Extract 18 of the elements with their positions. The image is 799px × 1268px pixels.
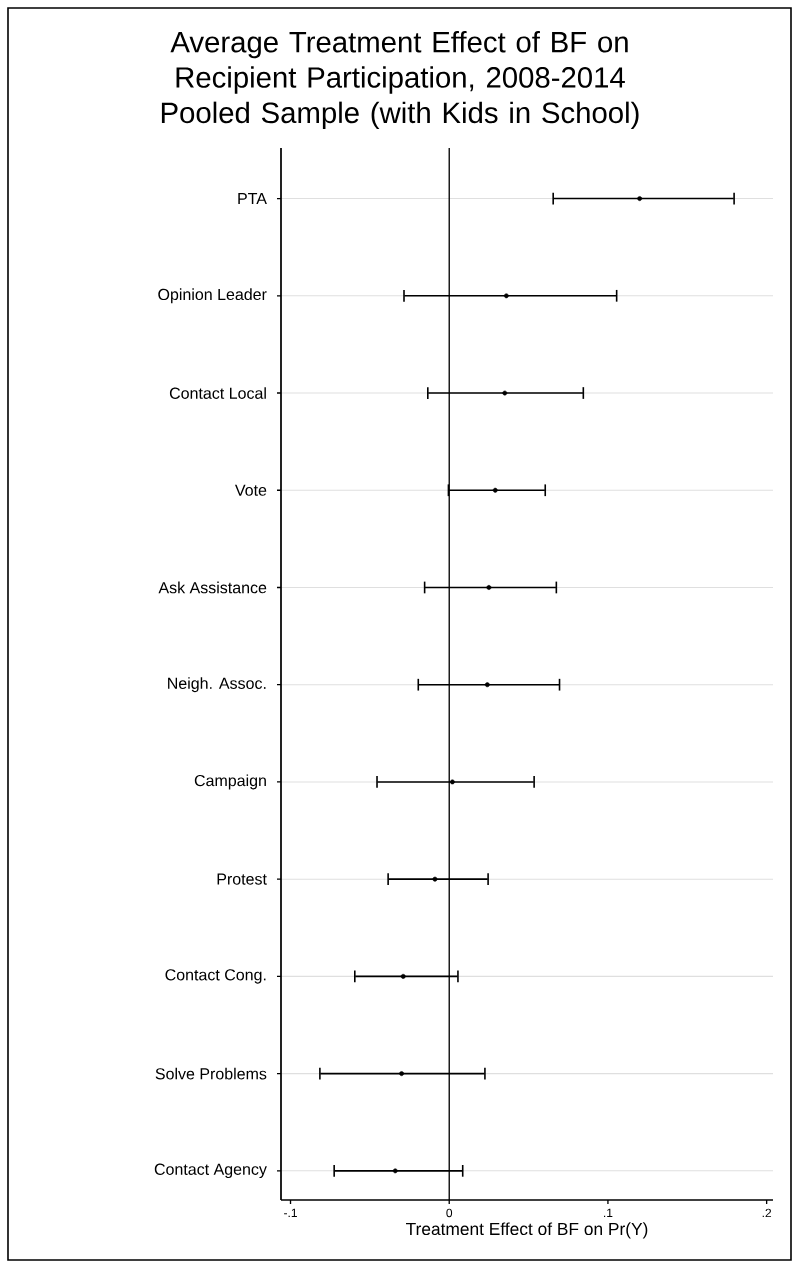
y-tick-label: Contact Cong. xyxy=(165,969,266,984)
x-tick-label: -.1 xyxy=(284,1208,297,1217)
y-tick-label: Vote xyxy=(234,484,267,496)
y-tick-label: Opinion Leader xyxy=(158,288,267,304)
y-tick-label: Contact Agency xyxy=(154,1163,267,1179)
y-tick-label: Solve Problems xyxy=(155,1067,267,1080)
x-tick-label: 0 xyxy=(446,1208,453,1218)
x-axis-title: Treatment Effect of BF on Pr(Y) xyxy=(406,1222,648,1239)
y-tick-label: PTA xyxy=(238,193,267,205)
y-tick-label: Contact Local xyxy=(169,387,266,399)
y-tick-label: Neigh. Assoc. xyxy=(168,677,266,693)
x-tick-label: .1 xyxy=(604,1208,613,1217)
chart-subtitle: Pooled Sample (with Kids in School) xyxy=(161,101,639,129)
y-tick-label: Protest xyxy=(217,873,267,885)
y-tick-label: Campaign xyxy=(194,774,266,790)
chart-title: Average Treatment Effect of BF on Recipient Participation, 2008-2014 xyxy=(170,31,628,94)
y-tick-label: Ask Assistance xyxy=(158,581,267,594)
x-tick-label: .2 xyxy=(762,1208,772,1218)
